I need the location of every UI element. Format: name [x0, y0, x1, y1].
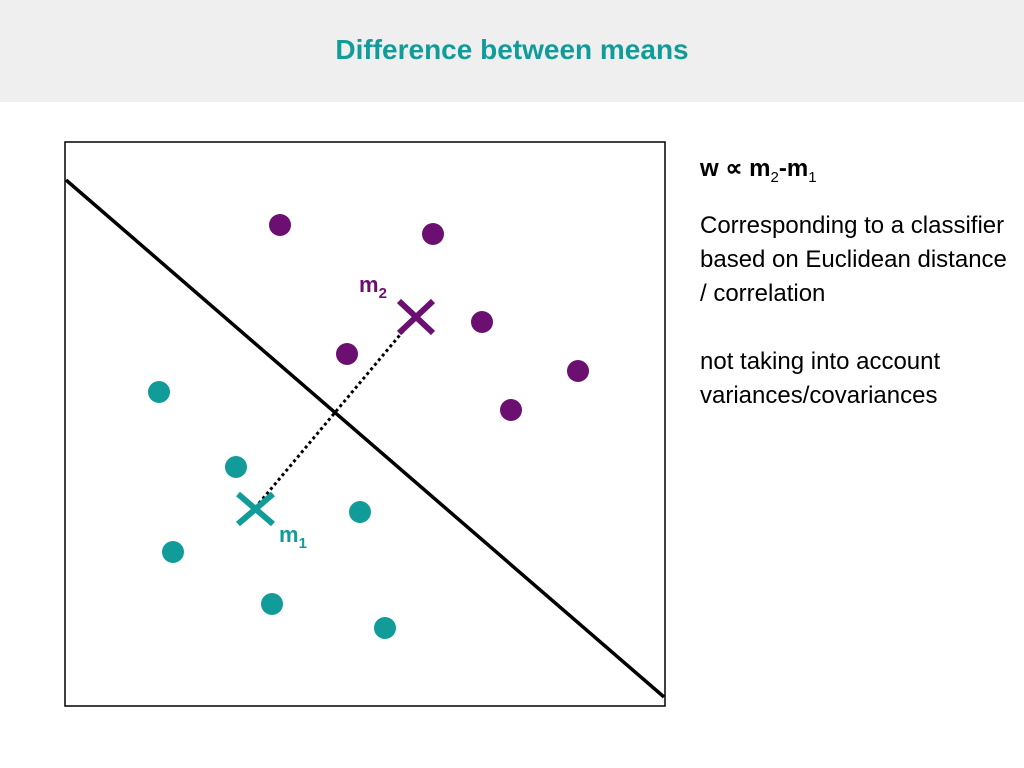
class1-point — [349, 501, 371, 523]
side-text: w ∝ m2-m1 Corresponding to a classifier … — [700, 152, 1010, 413]
mean2-label: m2 — [359, 272, 387, 302]
mean1-label: m1 — [279, 522, 307, 552]
class1-point — [374, 617, 396, 639]
class1-point — [162, 541, 184, 563]
class1-point — [148, 381, 170, 403]
class2-point — [269, 214, 291, 236]
plot-frame — [64, 141, 666, 707]
class1-point — [225, 456, 247, 478]
variance-note: not taking into account variances/covari… — [700, 347, 941, 409]
page-title: Difference between means — [335, 34, 689, 65]
class2-point — [422, 223, 444, 245]
header-bar: Difference between means — [0, 0, 1024, 102]
class2-point — [471, 311, 493, 333]
weight-formula: w ∝ m2-m1 — [700, 155, 817, 186]
classifier-note: Corresponding to a classifier based on E… — [700, 211, 1007, 307]
class2-point — [567, 360, 589, 382]
decision-boundary — [64, 178, 666, 699]
class2-point — [336, 343, 358, 365]
mean1-marker — [236, 491, 275, 527]
class2-point — [500, 399, 522, 421]
class1-point — [261, 593, 283, 615]
mean2-marker — [396, 298, 436, 336]
